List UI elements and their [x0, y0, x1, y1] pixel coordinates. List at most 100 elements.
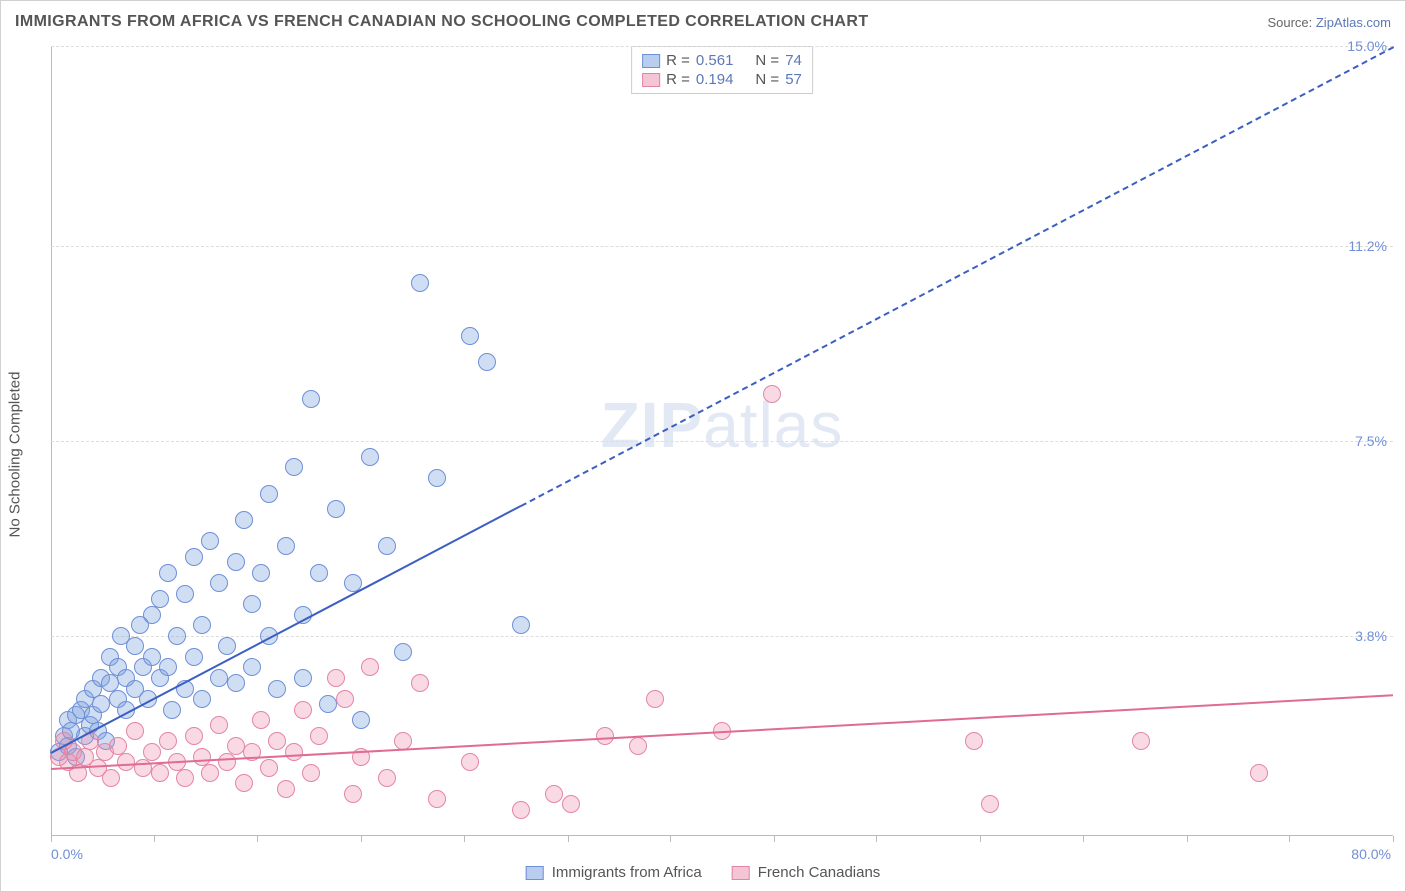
data-point: [562, 795, 580, 813]
data-point: [361, 658, 379, 676]
data-point: [344, 785, 362, 803]
data-point: [310, 564, 328, 582]
source-link[interactable]: ZipAtlas.com: [1316, 15, 1391, 30]
series-legend: Immigrants from Africa French Canadians: [526, 864, 881, 881]
y-axis-title: No Schooling Completed: [7, 372, 24, 538]
x-tick: [361, 836, 362, 842]
x-tick: [257, 836, 258, 842]
swatch-french-icon: [732, 866, 750, 880]
x-tick: [1187, 836, 1188, 842]
data-point: [319, 695, 337, 713]
data-point: [361, 448, 379, 466]
data-point: [92, 695, 110, 713]
data-point: [646, 690, 664, 708]
data-point: [134, 759, 152, 777]
gridline: [51, 246, 1393, 247]
data-point: [965, 732, 983, 750]
data-point: [102, 769, 120, 787]
chart-title: IMMIGRANTS FROM AFRICA VS FRENCH CANADIA…: [15, 13, 869, 31]
data-point: [201, 532, 219, 550]
data-point: [277, 537, 295, 555]
r-value-french: 0.194: [696, 71, 734, 88]
gridline: [51, 441, 1393, 442]
data-point: [260, 759, 278, 777]
data-point: [193, 690, 211, 708]
data-point: [461, 327, 479, 345]
source-prefix: Source:: [1267, 15, 1315, 30]
data-point: [185, 727, 203, 745]
data-point: [243, 595, 261, 613]
plot-area: ZIPatlas R = 0.561 N = 74 R = 0.194 N = …: [51, 46, 1393, 836]
data-point: [327, 669, 345, 687]
n-value-french: 57: [785, 71, 802, 88]
data-point: [176, 585, 194, 603]
data-point: [227, 674, 245, 692]
r-value-africa: 0.561: [696, 52, 734, 69]
stats-row-africa: R = 0.561 N = 74: [642, 51, 802, 70]
data-point: [763, 385, 781, 403]
swatch-french: [642, 73, 660, 87]
x-tick: [51, 836, 52, 842]
data-point: [126, 637, 144, 655]
r-label: R =: [666, 52, 690, 69]
data-point: [428, 790, 446, 808]
data-point: [163, 701, 181, 719]
n-label: N =: [755, 71, 779, 88]
n-value-africa: 74: [785, 52, 802, 69]
data-point: [1250, 764, 1268, 782]
legend-item-french: French Canadians: [732, 864, 881, 881]
data-point: [201, 764, 219, 782]
chart-container: IMMIGRANTS FROM AFRICA VS FRENCH CANADIA…: [0, 0, 1406, 892]
data-point: [268, 732, 286, 750]
data-point: [210, 669, 228, 687]
data-point: [193, 616, 211, 634]
data-point: [143, 606, 161, 624]
data-point: [512, 801, 530, 819]
data-point: [126, 722, 144, 740]
data-point: [294, 701, 312, 719]
gridline: [51, 636, 1393, 637]
data-point: [302, 390, 320, 408]
x-tick: [980, 836, 981, 842]
data-point: [176, 769, 194, 787]
data-point: [185, 548, 203, 566]
y-tick-label: 11.2%: [1348, 238, 1387, 254]
source-attribution: Source: ZipAtlas.com: [1267, 15, 1391, 30]
x-tick: [670, 836, 671, 842]
data-point: [168, 627, 186, 645]
data-point: [268, 680, 286, 698]
data-point: [117, 753, 135, 771]
x-axis-min-label: 0.0%: [51, 846, 83, 862]
data-point: [159, 658, 177, 676]
data-point: [302, 764, 320, 782]
data-point: [143, 743, 161, 761]
data-point: [478, 353, 496, 371]
data-point: [1132, 732, 1150, 750]
x-tick: [1083, 836, 1084, 842]
data-point: [512, 616, 530, 634]
data-point: [151, 590, 169, 608]
stats-legend: R = 0.561 N = 74 R = 0.194 N = 57: [631, 46, 813, 94]
swatch-africa-icon: [526, 866, 544, 880]
data-point: [411, 274, 429, 292]
data-point: [260, 485, 278, 503]
data-point: [629, 737, 647, 755]
data-point: [352, 711, 370, 729]
data-point: [378, 769, 396, 787]
r-label: R =: [666, 71, 690, 88]
data-point: [218, 753, 236, 771]
data-point: [235, 774, 253, 792]
data-point: [545, 785, 563, 803]
legend-label-french: French Canadians: [758, 864, 881, 881]
data-point: [336, 690, 354, 708]
data-point: [252, 564, 270, 582]
data-point: [210, 574, 228, 592]
legend-item-africa: Immigrants from Africa: [526, 864, 702, 881]
data-point: [310, 727, 328, 745]
x-tick: [1393, 836, 1394, 842]
data-point: [294, 669, 312, 687]
data-point: [252, 711, 270, 729]
data-point: [277, 780, 295, 798]
x-tick: [1289, 836, 1290, 842]
gridline: [51, 46, 1393, 47]
